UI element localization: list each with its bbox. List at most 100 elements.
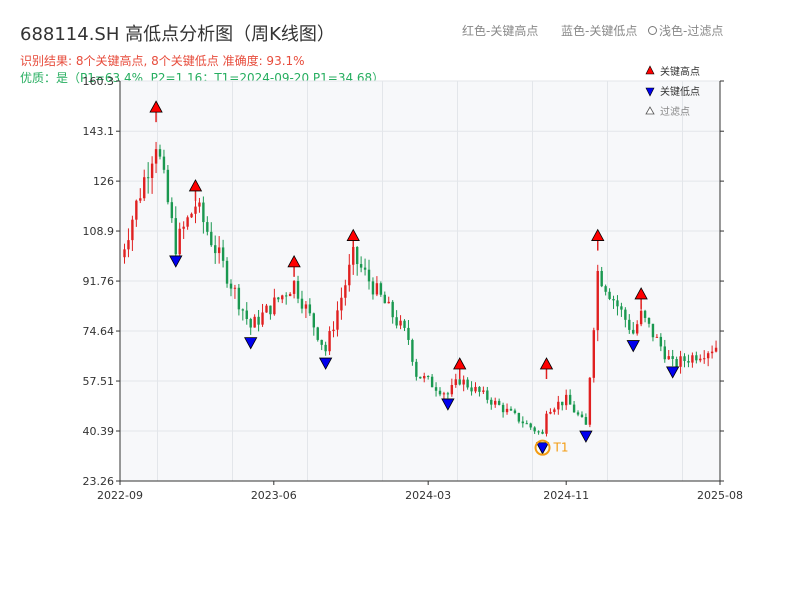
candle-body [273, 297, 276, 315]
candle-body [391, 301, 394, 318]
candle-body [375, 283, 379, 295]
candle-body [308, 304, 312, 314]
candle-body [241, 309, 245, 311]
candle-body [419, 376, 422, 379]
candle-body [679, 356, 682, 367]
candle-body [210, 231, 213, 246]
candle-body [139, 198, 142, 201]
candle-body [446, 393, 450, 395]
key-low-marker [626, 340, 640, 353]
candle-body [478, 386, 481, 392]
candle-body [202, 202, 205, 223]
y-tick-label: 23.26 [83, 475, 115, 488]
candle-body [454, 379, 457, 386]
candle-body [253, 316, 256, 328]
candle-body [490, 399, 493, 405]
key-low-marker [579, 430, 593, 443]
candle-body [683, 356, 686, 362]
key-high-marker [539, 357, 554, 370]
candle-body [403, 320, 406, 328]
candle-body [557, 401, 560, 410]
candle-body [486, 390, 489, 400]
legend-low-icon [645, 87, 655, 97]
candles [123, 141, 718, 437]
candle-body [434, 387, 438, 391]
key-high-marker [634, 287, 648, 300]
y-tick-label: 126 [93, 175, 114, 188]
candle-body [363, 267, 367, 270]
candle-body [513, 410, 517, 413]
candle-body [320, 339, 323, 345]
candle-body [663, 346, 666, 360]
candle-body [691, 355, 694, 363]
chart-title: 688114.SH 高低点分析图（周K线图） [20, 24, 335, 45]
candle-body [430, 376, 434, 388]
legend-label: 过滤点 [660, 105, 690, 118]
legend-blue-desc: 蓝色-关键低点 [561, 24, 638, 38]
candle-body [261, 312, 264, 325]
candle-body [257, 316, 260, 325]
y-tick-label: 143.1 [83, 125, 115, 138]
candle-body [316, 327, 319, 340]
candle-body [344, 285, 347, 298]
candle-body [123, 249, 126, 258]
candle-body [505, 408, 509, 413]
candle-body [497, 400, 501, 405]
candle-body [237, 287, 241, 310]
candle-body [367, 269, 371, 282]
candle-body [450, 385, 454, 395]
candle-body [604, 286, 607, 292]
candle-body [411, 339, 414, 362]
y-tick-label: 57.51 [83, 375, 115, 388]
candle-body [699, 358, 702, 361]
x-tick-label: 2024-11 [543, 489, 589, 502]
candle-body [407, 327, 410, 340]
candle-body [458, 379, 461, 385]
x-tick-label: 2025-08 [697, 489, 743, 502]
candle-body [206, 222, 209, 232]
candle-body [675, 359, 678, 367]
candle-body [643, 310, 647, 318]
candle-body [501, 404, 505, 413]
candle-body [288, 293, 292, 297]
candle-body [580, 414, 584, 418]
candle-body [387, 301, 390, 304]
candle-body [651, 323, 655, 338]
y-tick-label: 91.76 [83, 275, 115, 288]
markers: T1 [149, 100, 680, 456]
legend-red-desc: 红色-关键高点 [462, 24, 539, 38]
candle-body [277, 297, 280, 300]
candle-body [292, 280, 296, 294]
candle-body [620, 306, 623, 310]
x-tick-label: 2024-03 [405, 489, 451, 502]
candle-body [214, 245, 217, 254]
candle-body [553, 409, 556, 412]
candle-body [592, 330, 596, 378]
candle-body [336, 310, 339, 330]
candle-body [284, 295, 288, 297]
legend-light-label: 浅色-过滤点 [659, 24, 724, 38]
candle-body [706, 353, 710, 359]
candle-body [399, 320, 402, 326]
candle-body [596, 270, 599, 331]
candle-body [348, 264, 351, 286]
candle-body [143, 177, 146, 199]
candle-body [178, 228, 181, 255]
candle-body [541, 431, 544, 434]
t1-circle [534, 439, 551, 456]
candle-body [158, 149, 162, 157]
legend-light-desc: 浅色-过滤点 [648, 22, 723, 39]
key-low-marker [244, 337, 258, 350]
x-tick-label: 2023-06 [251, 489, 297, 502]
candle-body [462, 379, 465, 385]
candle-body [474, 386, 477, 392]
candle-body [355, 246, 359, 265]
candle-body [332, 329, 335, 332]
candle-body [225, 260, 229, 284]
key-low-marker [666, 366, 680, 379]
key-high-marker [591, 228, 605, 241]
candle-body [371, 281, 375, 295]
candle-body [352, 246, 355, 265]
candle-body [300, 298, 304, 309]
